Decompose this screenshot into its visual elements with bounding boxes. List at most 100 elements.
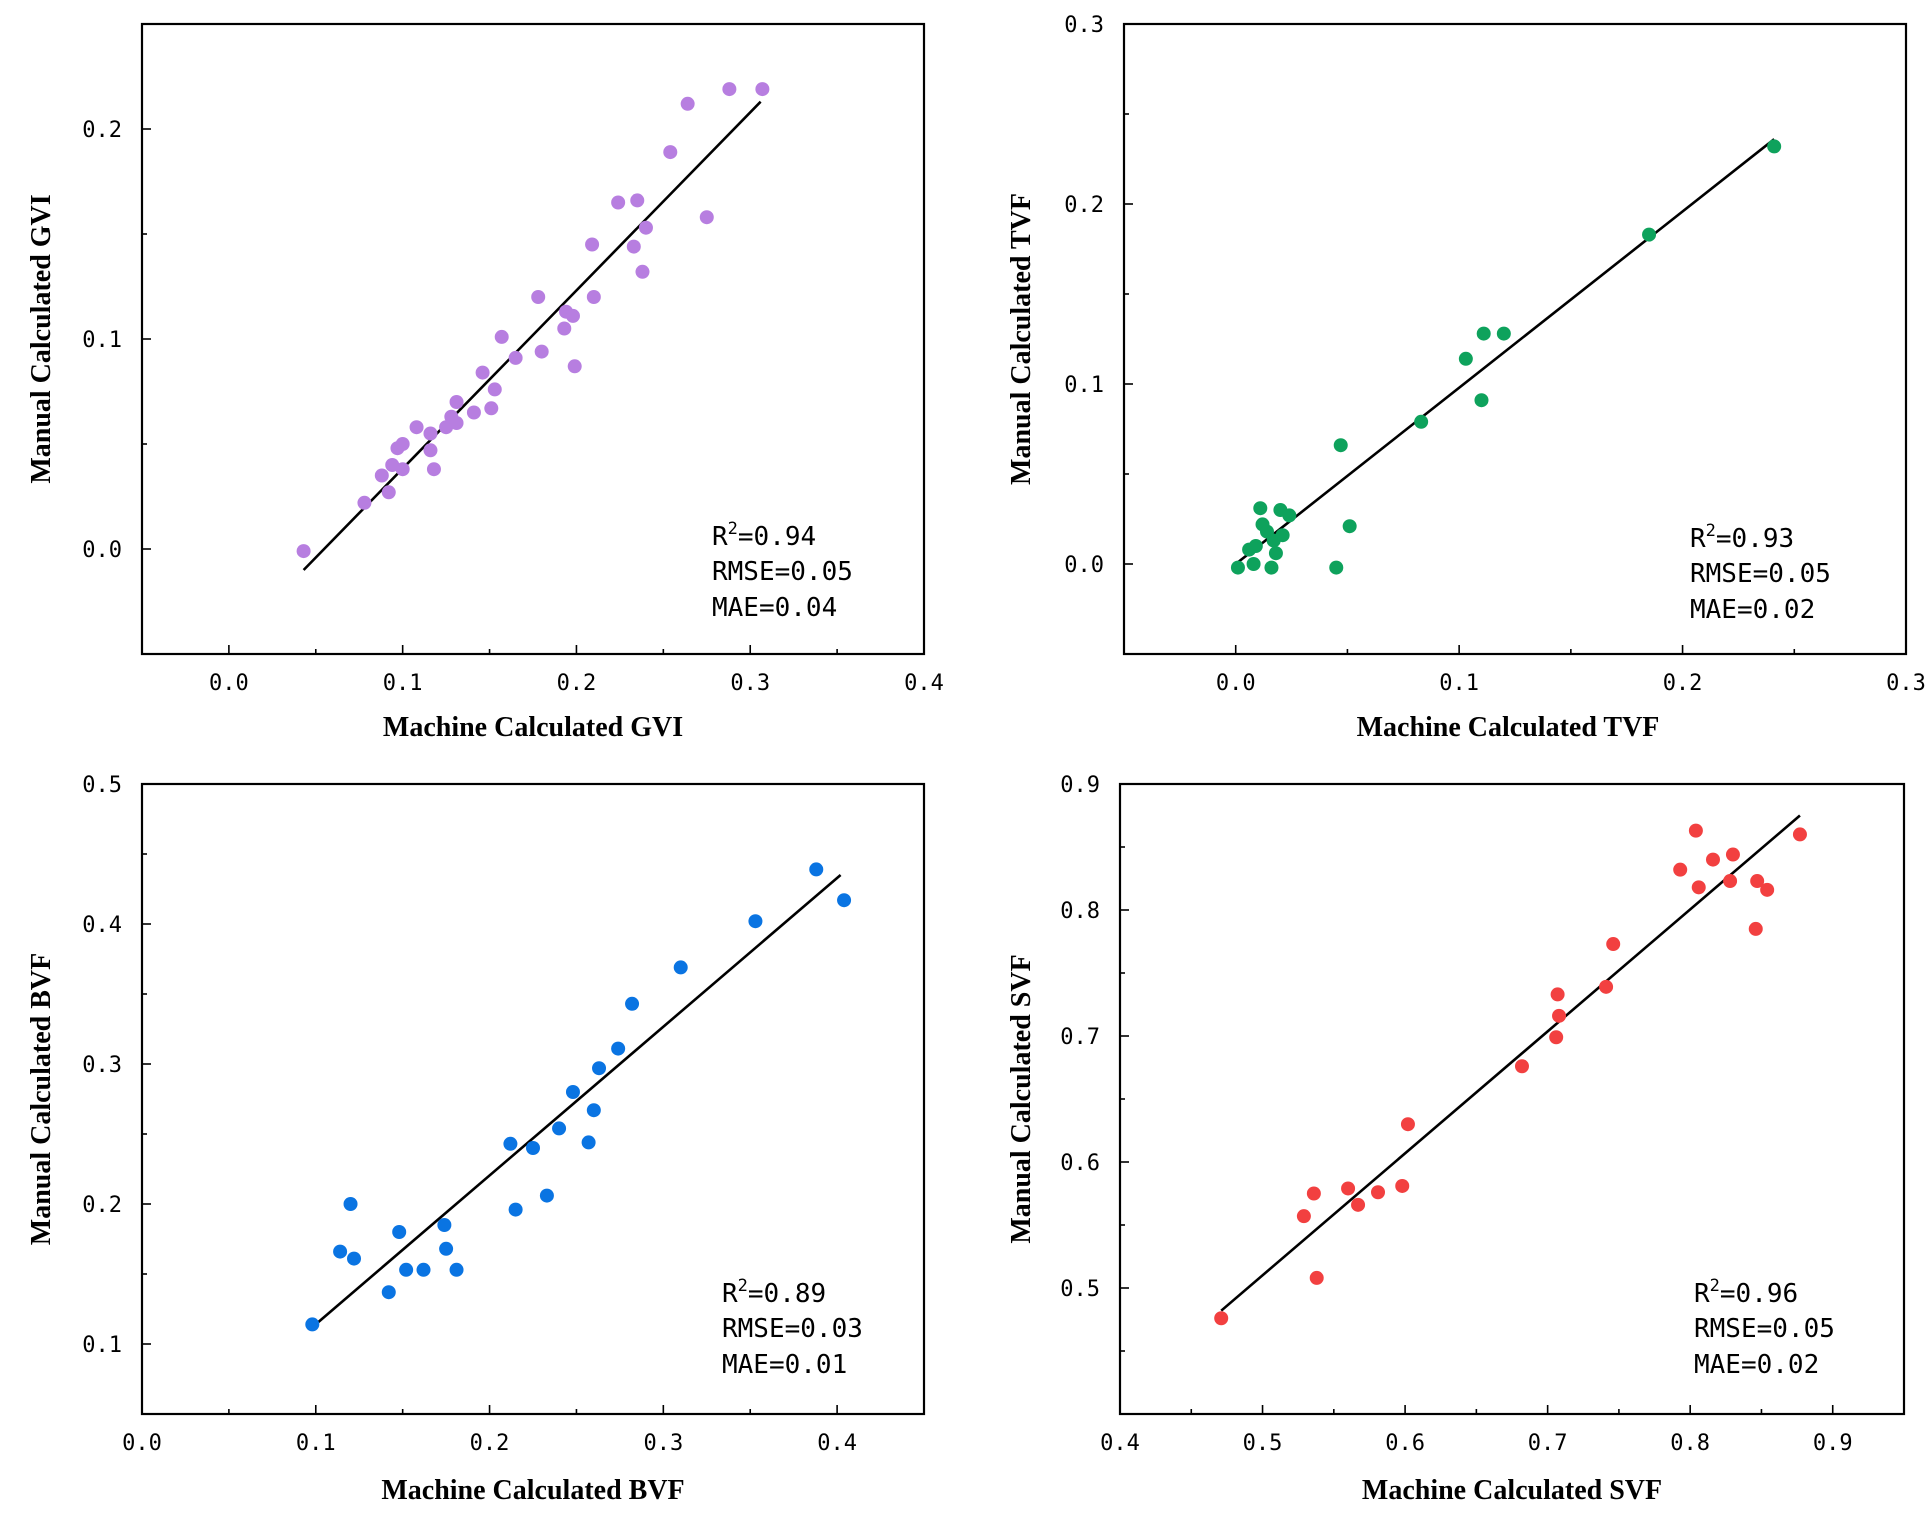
svf-data-point xyxy=(1371,1185,1386,1200)
bvf-data-point xyxy=(748,914,763,929)
bvf-y-tick-label: 0.2 xyxy=(82,1193,122,1218)
gvi-data-point xyxy=(395,437,410,451)
gvi-y-axis-label: Manual Calculated GVI xyxy=(26,194,57,483)
gvi-data-point xyxy=(296,544,311,559)
gvi-data-point xyxy=(531,290,546,304)
svf-data-point xyxy=(1395,1178,1410,1193)
gvi-data-point xyxy=(635,264,650,279)
bvf-y-tick-label: 0.3 xyxy=(82,1053,122,1078)
gvi-data-point xyxy=(449,416,464,430)
tvf-data-point xyxy=(1767,139,1782,154)
gvi-data-point xyxy=(475,365,490,380)
svf-x-tick-label: 0.8 xyxy=(1670,1431,1710,1456)
gvi-data-point xyxy=(409,420,424,435)
svf-x-tick-label: 0.9 xyxy=(1813,1431,1853,1456)
gvi-y-tick-label: 0.0 xyxy=(82,538,122,563)
bvf-fit-line xyxy=(311,874,842,1329)
tvf-x-tick-label: 0.0 xyxy=(1216,671,1256,696)
tvf-x-tick-label: 0.2 xyxy=(1663,671,1703,696)
gvi-data-point xyxy=(722,82,737,97)
svf-y-tick-label: 0.7 xyxy=(1060,1025,1100,1050)
gvi-data-point xyxy=(381,485,396,500)
bvf-data-point xyxy=(305,1317,320,1332)
gvi-data-point xyxy=(426,462,441,477)
svf-fit-line xyxy=(1220,814,1801,1312)
gvi-data-point xyxy=(567,359,582,374)
svf-data-point xyxy=(1599,979,1614,994)
tvf-data-point xyxy=(1414,414,1429,429)
gvi-data-point xyxy=(699,210,714,225)
svf-data-point xyxy=(1750,874,1765,889)
svf-x-tick-label: 0.5 xyxy=(1243,1431,1283,1456)
tvf-x-tick-label: 0.1 xyxy=(1439,671,1479,696)
svf-data-point xyxy=(1725,847,1740,862)
tvf-data-point xyxy=(1474,393,1489,408)
bvf-data-point xyxy=(347,1251,362,1266)
bvf-x-tick-label: 0.4 xyxy=(817,1431,857,1456)
bvf-data-point xyxy=(673,960,688,975)
tvf-y-tick-label: 0.0 xyxy=(1064,553,1104,578)
gvi-x-tick-label: 0.1 xyxy=(383,671,423,696)
bvf-data-point xyxy=(586,1103,601,1118)
tvf-data-point xyxy=(1248,539,1263,553)
gvi-data-point xyxy=(565,308,580,323)
bvf-x-tick-label: 0.2 xyxy=(470,1431,510,1456)
svf-data-point xyxy=(1673,862,1688,877)
bvf-data-point xyxy=(625,996,640,1011)
tvf-y-tick-label: 0.1 xyxy=(1064,373,1104,398)
gvi-data-point xyxy=(638,220,653,235)
svf-x-tick-label: 0.4 xyxy=(1100,1431,1140,1456)
bvf-x-tick-label: 0.1 xyxy=(296,1431,336,1456)
svf-y-axis-label: Manual Calculated SVF xyxy=(1006,954,1037,1243)
gvi-data-point xyxy=(586,290,601,304)
svf-panel: 0.4 0.5 0.6 0.7 0.8 0.9 0.5 0.6 0.7 0.8 0.9 Machin… xyxy=(1006,773,1906,1506)
tvf-data-point xyxy=(1458,351,1473,366)
bvf-data-point xyxy=(539,1188,554,1203)
svf-y-tick-label: 0.9 xyxy=(1060,773,1100,798)
bvf-y-tick-label: 0.1 xyxy=(82,1333,122,1358)
bvf-rmse-stat: RMSE=0.03 xyxy=(722,1314,863,1344)
tvf-data-point xyxy=(1476,326,1491,341)
bvf-data-point xyxy=(526,1141,540,1155)
bvf-data-point xyxy=(449,1262,464,1277)
tvf-fit-line xyxy=(1234,138,1775,566)
svf-data-point xyxy=(1552,1008,1567,1023)
gvi-data-point xyxy=(630,193,645,208)
gvi-data-point xyxy=(449,395,464,409)
gvi-data-point xyxy=(663,145,678,160)
gvi-data-point xyxy=(585,237,600,252)
gvi-mae-stat: MAE=0.04 xyxy=(712,593,837,623)
bvf-x-tick-label: 0.3 xyxy=(643,1431,683,1456)
svf-x-axis-label: Machine Calculated SVF xyxy=(1362,1475,1662,1506)
tvf-r2-stat: R2=0.93 xyxy=(1690,521,1794,554)
svf-data-point xyxy=(1748,921,1763,936)
bvf-plot-frame xyxy=(140,782,926,1416)
gvi-data-point xyxy=(755,82,770,97)
gvi-data-point xyxy=(484,401,499,416)
svf-data-point xyxy=(1306,1186,1321,1201)
svf-data-point xyxy=(1691,880,1706,895)
tvf-y-axis-label: Manual Calculated TVF xyxy=(1006,193,1037,485)
bvf-mae-stat: MAE=0.01 xyxy=(722,1350,847,1380)
gvi-x-tick-label: 0.4 xyxy=(904,671,944,696)
svf-data-point xyxy=(1341,1181,1356,1196)
tvf-panel: 0.0 0.1 0.2 0.3 0.0 0.1 0.2 0.3 Machine Calcula… xyxy=(1006,13,1926,743)
bvf-data-point xyxy=(508,1202,523,1217)
gvi-data-point xyxy=(374,468,389,483)
gvi-data-point xyxy=(508,350,523,365)
tvf-data-point xyxy=(1282,508,1297,523)
tvf-y-tick-label: 0.3 xyxy=(1064,13,1104,38)
tvf-data-point xyxy=(1264,560,1279,575)
bvf-data-point xyxy=(503,1136,518,1151)
tvf-data-point xyxy=(1333,438,1348,453)
gvi-x-tick-label: 0.2 xyxy=(557,671,597,696)
svf-data-point xyxy=(1214,1311,1229,1326)
gvi-rmse-stat: RMSE=0.05 xyxy=(712,557,853,587)
svf-data-point xyxy=(1760,882,1775,897)
svf-y-tick-label: 0.6 xyxy=(1060,1151,1100,1176)
tvf-x-tick-label: 0.3 xyxy=(1886,671,1926,696)
svf-data-point xyxy=(1792,827,1807,842)
svf-data-point xyxy=(1549,1030,1564,1045)
bvf-y-tick-label: 0.4 xyxy=(82,913,122,938)
